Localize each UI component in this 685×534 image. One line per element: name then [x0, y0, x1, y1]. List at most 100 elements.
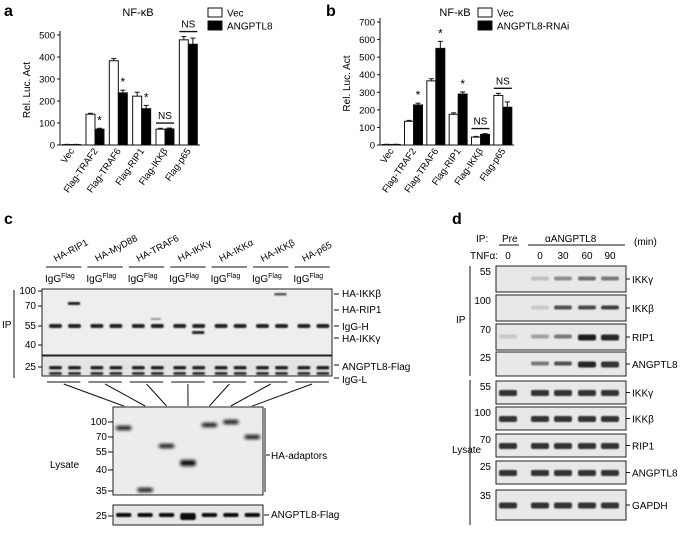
label-lysate-angptl8-flag: ANGPTL8-Flag: [271, 510, 339, 521]
significance-star: *: [460, 77, 465, 91]
blot-d-antibody-label: αANGPTL8: [545, 234, 597, 245]
mw-marker: 70: [480, 435, 492, 446]
lane-label: HA-TRAF6: [135, 233, 181, 265]
band-ha-adaptor: [159, 444, 174, 448]
ip-protein-label: IKKγ: [632, 275, 653, 286]
legend-label: Vec: [497, 9, 514, 20]
mw-marker: 25: [96, 511, 108, 522]
label-igg-h: IgG-H: [342, 322, 369, 333]
significance-star: *: [144, 90, 149, 104]
mw-marker: 70: [96, 432, 108, 443]
band-igg-h: [68, 324, 81, 328]
band-lysate-angptl8: [180, 513, 195, 520]
blot-c-lysate-side-label: Lysate: [50, 460, 80, 471]
lane-label: HA-IKKβ: [259, 237, 297, 264]
band-angptl8: [316, 366, 329, 370]
blot-band: [601, 306, 619, 310]
mw-marker: 25: [480, 462, 492, 473]
band-angptl8: [215, 366, 228, 370]
bar: [109, 61, 118, 145]
blot-band: [554, 443, 572, 449]
x-tick-label: Vec: [59, 146, 77, 165]
bar: [86, 114, 95, 145]
y-tick-label: 200: [39, 97, 55, 108]
panel-label-c: c: [4, 211, 13, 228]
y-tick-label: 100: [39, 119, 55, 130]
y-tick-label: 100: [359, 123, 375, 134]
bar: [165, 129, 174, 145]
blot-c-flag-membrane: [42, 356, 332, 376]
ns-label: NS: [181, 20, 195, 31]
blot-d-pre-label: Pre: [502, 234, 518, 245]
chart-title: NF-κB: [122, 7, 153, 19]
connector-line: [147, 384, 167, 406]
blot-band: [578, 362, 596, 368]
blot-c-ip-side-label: IP: [2, 320, 12, 331]
blot-band: [578, 416, 596, 422]
igg-flag-label: IgGFlag: [211, 273, 241, 285]
band-lysate-angptl8: [137, 513, 152, 517]
time-label: 60: [581, 251, 593, 262]
blot-band: [601, 277, 619, 281]
blot-band: [554, 277, 572, 281]
legend-label: ANGPTL8: [227, 22, 273, 33]
band-igg-l: [215, 372, 228, 375]
y-tick-label: 600: [359, 35, 375, 46]
band-angptl8: [173, 366, 186, 370]
bar: [503, 107, 512, 145]
mw-marker: 25: [25, 362, 37, 373]
connector-line: [209, 384, 229, 406]
band-igg-h: [275, 324, 288, 328]
lane-label: HA-IKKγ: [176, 238, 214, 265]
time-label: 0: [505, 251, 511, 262]
band-igg-l: [109, 372, 122, 375]
band-angptl8: [297, 366, 310, 370]
y-tick-label: 300: [39, 75, 55, 86]
band-igg-h: [192, 324, 205, 328]
band-igg-h: [215, 324, 228, 328]
band-igg-l: [90, 372, 103, 375]
blot-band: [554, 335, 572, 339]
blot-c-lysate-membrane: [113, 407, 263, 495]
connector-line: [105, 384, 145, 406]
bar: [472, 137, 481, 145]
blot-band: [531, 362, 549, 366]
bar: [414, 105, 423, 145]
igg-flag-label: IgGFlag: [293, 273, 323, 285]
band-igg-l: [132, 372, 145, 375]
mw-marker: 100: [474, 408, 491, 419]
band-ha-rip1: [68, 302, 80, 305]
mw-marker: 40: [96, 465, 108, 476]
blot-band: [531, 390, 549, 396]
igg-flag-label: IgGFlag: [252, 273, 282, 285]
mw-marker: 55: [96, 447, 108, 458]
blot-band: [601, 362, 619, 368]
band-igg-h: [132, 324, 145, 328]
band-ha-adaptor: [180, 460, 195, 466]
band-ha-adaptor: [116, 426, 131, 430]
label-angptl8-flag: ANGPTL8-Flag: [342, 362, 410, 373]
band-igg-l: [256, 372, 269, 375]
blot-band: [531, 503, 549, 509]
blot-band: [531, 306, 549, 310]
label-ha-rip1: HA-RIP1: [342, 305, 382, 316]
blot-band: [531, 416, 549, 422]
lane-label: HA-MyD88: [93, 233, 139, 265]
band-igg-l: [151, 372, 164, 375]
ns-label: NS: [496, 76, 510, 87]
band-angptl8: [132, 366, 145, 370]
blot-band: [499, 416, 517, 422]
band-lysate-angptl8: [223, 513, 238, 517]
band-faint: [151, 318, 161, 320]
blot-band: [578, 470, 596, 476]
connector-line: [231, 384, 271, 406]
band-ha-ikkg: [192, 331, 204, 334]
label-igg-l: IgG-L: [342, 375, 367, 386]
ip-protein-label: ANGPTL8: [632, 360, 678, 371]
blot-band: [601, 416, 619, 422]
